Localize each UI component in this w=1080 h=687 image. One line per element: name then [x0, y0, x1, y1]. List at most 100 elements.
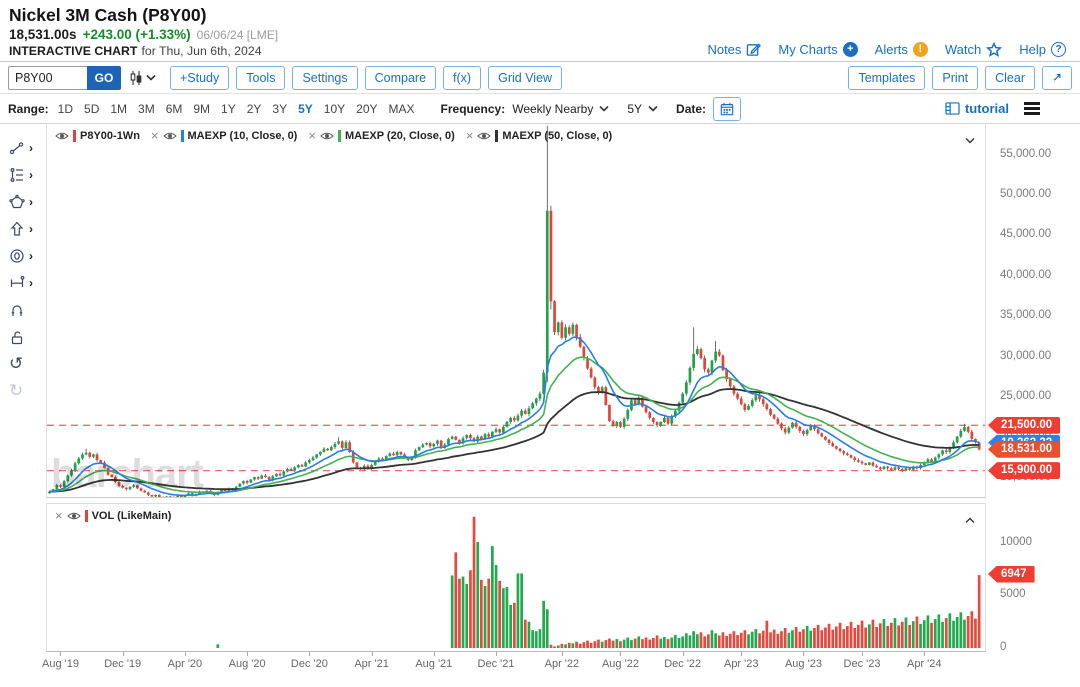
y-axis-label: 50,000.00: [1000, 187, 1052, 200]
series-color-chip: [73, 129, 76, 142]
x-axis-label: Apr '23: [723, 658, 759, 670]
x-axis-label: Aug '19: [41, 658, 79, 670]
close-icon[interactable]: [308, 129, 316, 142]
y-axis-label: 45,000.00: [1000, 228, 1052, 241]
price-chart-canvas[interactable]: [47, 124, 985, 497]
x-tick-mark: [496, 652, 498, 656]
legend-label: P8Y00-1Wn: [80, 129, 140, 142]
eye-icon[interactable]: [66, 511, 81, 521]
grid-view-button[interactable]: Grid View: [488, 65, 563, 90]
compare-button[interactable]: Compare: [364, 65, 437, 90]
shapes-tool-icon[interactable]: [0, 188, 46, 215]
chart-toolbar: GO +Study Tools Settings Compare f(x) Gr…: [0, 62, 1080, 94]
range-option-5y[interactable]: 5Y: [298, 101, 313, 116]
chevron-down-icon: [965, 138, 975, 144]
tutorial-label: tutorial: [964, 101, 1009, 116]
period-dropdown[interactable]: 5Y: [627, 102, 658, 116]
price-axis: 55,000.00 50,000.00 45,000.00 40,000.00 35,0…: [986, 124, 1080, 503]
range-option-3y[interactable]: 3Y: [272, 101, 288, 116]
chevron-up-icon: [965, 517, 975, 523]
series-color-chip: [84, 509, 88, 522]
symbol-input[interactable]: [8, 65, 87, 90]
x-axis-label: Dec '20: [290, 658, 328, 670]
magnet-tool-icon[interactable]: [0, 296, 46, 323]
undo-icon[interactable]: ↺: [9, 354, 24, 373]
x-tick-mark: [247, 652, 249, 656]
chevron-down-icon: [146, 74, 156, 81]
range-option-1y[interactable]: 1Y: [221, 101, 236, 116]
alerts-label: Alerts: [874, 42, 908, 57]
volume-bars: [216, 516, 981, 649]
alert-price-badge: 21,500.00: [988, 416, 1061, 434]
range-option-3m[interactable]: 3M: [138, 101, 155, 116]
add-study-button[interactable]: +Study: [170, 65, 230, 90]
x-axis-label: Aug '21: [415, 658, 453, 670]
range-option-1d[interactable]: 1D: [57, 101, 74, 116]
range-option-6m[interactable]: 6M: [165, 101, 183, 116]
page-title: Nickel 3M Cash (P8Y00): [9, 5, 207, 25]
settings-button[interactable]: Settings: [292, 65, 358, 90]
my-charts-link[interactable]: My Charts +: [778, 42, 858, 57]
expand-pane-chevron[interactable]: [965, 511, 975, 529]
go-button[interactable]: GO: [87, 65, 121, 90]
templates-button[interactable]: Templates: [848, 65, 926, 90]
range-bar-right: tutorial: [945, 101, 1040, 116]
help-link[interactable]: Help ?: [1019, 42, 1066, 57]
eye-icon[interactable]: [477, 131, 492, 141]
print-button[interactable]: Print: [932, 65, 979, 90]
calendar-button[interactable]: [713, 96, 742, 121]
chevron-down-icon: [648, 105, 658, 112]
y-axis-label: 30,000.00: [1000, 349, 1052, 362]
frequency-dropdown[interactable]: Weekly Nearby: [512, 102, 609, 116]
close-icon[interactable]: [151, 129, 159, 142]
interactive-chart-label: INTERACTIVE CHART: [9, 44, 138, 58]
chart-date-label: for Thu, Jun 6th, 2024: [141, 44, 262, 58]
help-label: Help: [1019, 42, 1046, 57]
range-option-5d[interactable]: 5D: [84, 101, 100, 116]
eye-icon[interactable]: [162, 131, 177, 141]
header: Nickel 3M Cash (P8Y00) 18,531.00s +243.00…: [0, 0, 1080, 62]
collapse-pane-chevron[interactable]: [965, 131, 975, 149]
clear-button[interactable]: Clear: [985, 65, 1035, 90]
tutorial-link[interactable]: tutorial: [945, 101, 1009, 116]
legend-item-maexp50: MAEXP (50, Close, 0): [466, 129, 612, 142]
eye-icon[interactable]: [55, 131, 69, 141]
close-icon[interactable]: [55, 509, 63, 522]
ema-10-line: [49, 336, 980, 497]
notes-link[interactable]: Notes: [707, 42, 762, 57]
range-label: Range:: [8, 101, 49, 116]
tools-button[interactable]: Tools: [236, 65, 286, 90]
alerts-link[interactable]: Alerts !: [875, 42, 928, 57]
fx-button[interactable]: f(x): [443, 65, 482, 90]
range-option-1m[interactable]: 1M: [110, 101, 128, 116]
x-tick-mark: [862, 652, 864, 656]
chart-type-selector[interactable]: [129, 70, 156, 86]
eye-icon[interactable]: [320, 131, 334, 141]
price-pane-legend: P8Y00-1Wn MAEXP (10, Close, 0) MAEXP (20…: [55, 129, 612, 142]
range-option-9m[interactable]: 9M: [193, 101, 211, 116]
quote-row: 18,531.00s +243.00 (+1.33%) 06/06/24 [LME]: [9, 27, 278, 42]
range-option-20y[interactable]: 20Y: [356, 101, 378, 116]
arrow-tool-icon[interactable]: [0, 215, 46, 242]
x-axis-label: Aug '22: [601, 658, 639, 670]
expand-chart-button[interactable]: [1042, 65, 1072, 90]
unlock-tool-icon[interactable]: [0, 323, 46, 350]
range-option-10y[interactable]: 10Y: [323, 101, 346, 116]
fibonacci-tool-icon[interactable]: [0, 161, 46, 188]
ema-50-line: [49, 388, 980, 493]
trendline-tool-icon[interactable]: [0, 134, 46, 161]
hamburger-menu-icon[interactable]: [1024, 102, 1040, 115]
close-icon[interactable]: [466, 129, 474, 142]
watch-link[interactable]: Watch: [945, 42, 1003, 57]
alert-price-badge: 15,900.00: [988, 462, 1061, 480]
x-tick-mark: [122, 652, 124, 656]
quote-date-source: 06/06/24 [LME]: [196, 28, 279, 42]
x-axis-label: Apr '24: [906, 658, 942, 670]
measure-tool-icon[interactable]: [0, 269, 46, 296]
range-option-max[interactable]: MAX: [388, 101, 415, 116]
redo-icon: ↻: [9, 381, 24, 400]
range-option-2y[interactable]: 2Y: [246, 101, 262, 116]
ellipse-tool-icon[interactable]: [0, 242, 46, 269]
volume-chart-canvas[interactable]: [47, 504, 985, 652]
